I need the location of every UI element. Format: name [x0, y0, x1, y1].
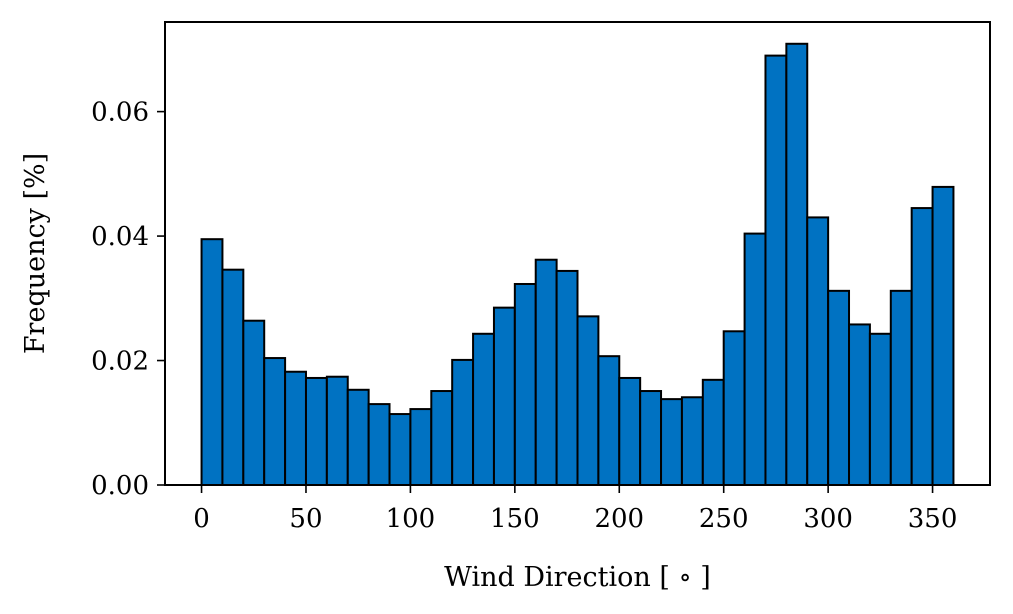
x-tick-label: 0	[193, 504, 210, 534]
histogram-bar	[388, 413, 412, 487]
y-tick-label: 0.02	[91, 347, 149, 377]
y-axis: 0.00 0.02 0.04 0.06	[91, 98, 165, 501]
y-tick-label: 0.06	[91, 98, 149, 128]
x-tick-label: 150	[490, 504, 540, 534]
histogram-bar	[827, 289, 851, 486]
histogram-bar	[221, 268, 245, 486]
y-axis-label: Frequency [%]	[20, 153, 51, 354]
x-axis-label: Wind Direction [ ∘ ]	[444, 562, 711, 593]
histogram-bar	[200, 238, 224, 486]
histogram-bar	[472, 332, 495, 486]
histogram-bar	[597, 355, 621, 486]
histogram-bar	[910, 207, 934, 487]
histogram-bar	[931, 185, 955, 486]
histogram-bar	[346, 388, 370, 486]
histogram-bar	[430, 390, 454, 486]
x-tick-label: 200	[594, 504, 644, 534]
histogram-bar	[618, 376, 642, 487]
histogram-bar	[451, 358, 475, 486]
histogram-bar	[576, 315, 600, 486]
histogram-bar	[304, 376, 328, 487]
y-tick-label: 0.04	[91, 222, 149, 252]
bars-group	[200, 42, 955, 487]
histogram-bar	[785, 42, 809, 486]
histogram-bar	[848, 323, 871, 486]
histogram-bar	[367, 403, 391, 486]
x-tick-label: 350	[908, 504, 958, 534]
histogram-bar	[806, 216, 830, 486]
x-tick-label: 50	[289, 504, 322, 534]
histogram-bar	[868, 332, 892, 486]
histogram-bar	[534, 258, 558, 486]
x-axis: 0 50 100 150 200 250 300 350	[193, 485, 957, 534]
histogram-bar	[660, 398, 683, 487]
histogram-bar	[722, 330, 746, 486]
histogram-bar	[513, 282, 537, 486]
plot-frame	[164, 21, 991, 486]
histogram-bar	[743, 232, 767, 486]
histogram-bar	[492, 306, 516, 487]
histogram-bar	[325, 375, 349, 486]
histogram-bar	[242, 319, 266, 487]
histogram-bar	[284, 370, 307, 487]
y-tick-label: 0.00	[91, 471, 149, 501]
x-tick-label: 300	[803, 504, 853, 534]
x-tick-label: 100	[386, 504, 436, 534]
histogram-bar	[639, 390, 663, 486]
histogram-bar	[555, 269, 579, 487]
histogram-bar	[701, 378, 725, 487]
histogram-bar	[409, 408, 433, 486]
histogram-bar	[263, 357, 287, 487]
x-tick-label: 250	[699, 504, 749, 534]
histogram-bar	[680, 396, 704, 486]
histogram-bar	[889, 289, 913, 486]
histogram-bar	[764, 54, 788, 487]
